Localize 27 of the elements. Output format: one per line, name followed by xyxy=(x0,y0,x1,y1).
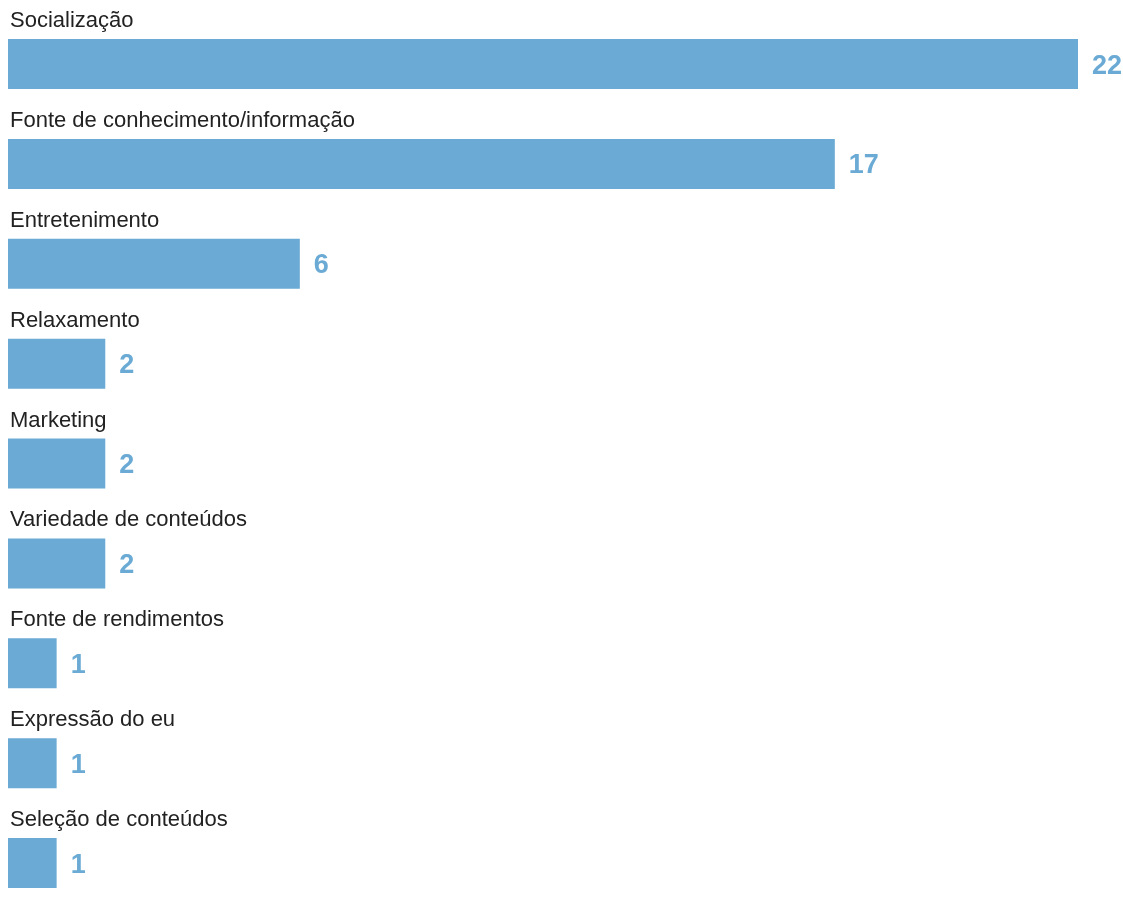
data-label: 1 xyxy=(70,748,86,779)
y-tick-label: Socialização xyxy=(10,7,134,32)
data-label: 2 xyxy=(119,549,135,580)
data-label: 17 xyxy=(848,149,879,180)
data-label: 22 xyxy=(1092,49,1123,80)
data-label: 6 xyxy=(313,249,329,280)
data-label: 1 xyxy=(70,848,86,879)
y-tick-label: Seleção de conteúdos xyxy=(10,806,228,832)
data-label: 1 xyxy=(70,648,86,679)
data-label: 2 xyxy=(119,349,135,380)
y-tick-label: Fonte de rendimentos xyxy=(10,606,225,632)
data-label: 2 xyxy=(119,449,135,480)
bar xyxy=(8,638,57,689)
bar xyxy=(8,138,835,189)
y-tick-label: Marketing xyxy=(10,406,107,432)
bar xyxy=(8,438,106,489)
bar xyxy=(8,238,300,289)
bar xyxy=(8,838,57,889)
y-tick-label: Entretenimento xyxy=(10,206,160,232)
y-tick-label: Fonte de conhecimento/informação xyxy=(10,106,355,132)
y-tick-label: Expressão do eu xyxy=(10,706,176,732)
bar xyxy=(8,538,106,589)
y-tick-label: Relaxamento xyxy=(10,306,140,332)
y-tick-label: Variedade de conteúdos xyxy=(10,506,247,532)
bar xyxy=(8,738,57,789)
bar xyxy=(8,338,106,389)
bar xyxy=(8,39,1078,89)
